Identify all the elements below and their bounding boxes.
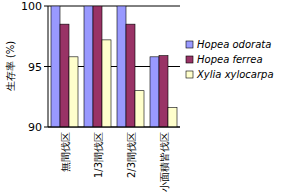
category-label: 無間伐区 [60, 132, 71, 172]
tick [44, 66, 48, 67]
bar [159, 56, 168, 127]
bar [168, 108, 177, 127]
legend-label: Xylia xylocarpa [196, 69, 274, 80]
legend-swatch [186, 41, 193, 48]
bar [102, 40, 111, 127]
bars [51, 6, 177, 127]
plot-area [48, 6, 180, 127]
tick [44, 127, 48, 128]
legend-swatch [186, 56, 193, 63]
bar [69, 57, 78, 127]
bar [126, 24, 135, 127]
bar [135, 91, 144, 127]
legend-label: Hopea odorata [197, 39, 271, 50]
bar [60, 24, 69, 127]
grid-line [48, 6, 180, 7]
bar [117, 6, 126, 127]
x-axis [48, 127, 180, 128]
bar [150, 57, 159, 127]
legend-label: Hopea ferrea [197, 54, 263, 65]
y-label: 生存率 (%) [5, 41, 16, 92]
tick-label: 90 [28, 121, 42, 134]
legend-swatch [186, 71, 193, 78]
tick-label: 95 [28, 61, 42, 74]
category-label: 2/3間伐区 [126, 132, 137, 178]
tick-label: 100 [21, 0, 42, 13]
bar [93, 6, 102, 127]
category-label: 小面積皆伐区 [159, 132, 170, 192]
y-axis [48, 6, 49, 127]
tick [44, 6, 48, 7]
bar [84, 6, 93, 127]
grid-line [48, 127, 180, 128]
category-label: 1/3間伐区 [93, 132, 104, 178]
bar [51, 6, 60, 127]
